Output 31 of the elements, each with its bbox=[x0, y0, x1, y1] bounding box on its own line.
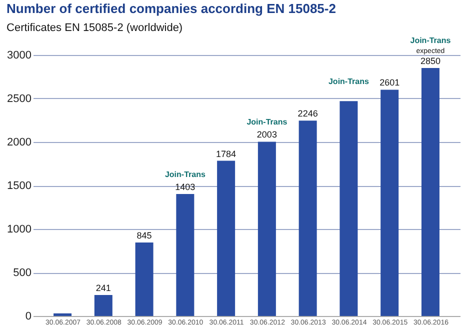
y-tick-label: 500 bbox=[13, 267, 32, 279]
data-label: 241 bbox=[96, 283, 111, 294]
bar bbox=[421, 68, 440, 316]
bar bbox=[258, 142, 276, 316]
annotation: Join-Trans bbox=[246, 118, 288, 127]
bar bbox=[298, 120, 317, 316]
y-tick-label: 1500 bbox=[7, 180, 32, 192]
chart-subtitle: Certificates EN 15085-2 (worldwide) bbox=[6, 22, 183, 34]
y-tick-label: 1000 bbox=[7, 224, 32, 236]
annotation: Join-Trans bbox=[410, 36, 452, 46]
data-label: 1403 bbox=[175, 182, 196, 192]
y-tick-label: 3000 bbox=[7, 50, 32, 62]
bar bbox=[54, 313, 72, 316]
bar bbox=[340, 101, 358, 316]
data-label: 2601 bbox=[380, 78, 400, 88]
bar bbox=[380, 90, 399, 316]
annotation: Join-Trans bbox=[328, 77, 370, 86]
y-tick-label: 2000 bbox=[7, 136, 32, 148]
data-label: 1784 bbox=[216, 148, 236, 159]
data-label: 2850 bbox=[420, 56, 440, 66]
bar bbox=[135, 242, 154, 316]
annotation: Join-Trans bbox=[164, 170, 206, 179]
data-label: 2246 bbox=[298, 108, 318, 119]
bar bbox=[94, 295, 112, 316]
bar bbox=[217, 160, 236, 316]
y-tick-label: 0 bbox=[25, 310, 32, 322]
data-label: 845 bbox=[136, 230, 152, 240]
bar bbox=[176, 194, 194, 316]
chart-title: Number of certified companies according EN 15085-2 bbox=[6, 1, 336, 16]
data-label: 2003 bbox=[256, 130, 277, 140]
y-tick-label: 2500 bbox=[7, 93, 32, 105]
